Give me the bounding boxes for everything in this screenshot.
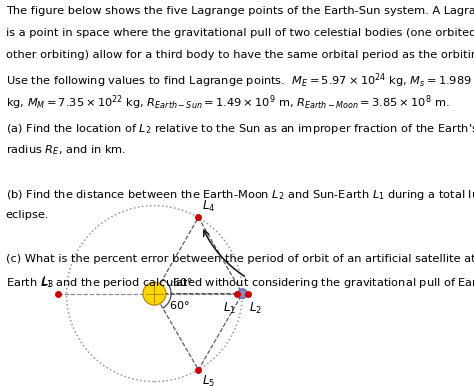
Text: (c) What is the percent error between the period of orbit of an artificial satel: (c) What is the percent error between th… (6, 254, 474, 264)
Text: (b) Find the distance between the Earth-Moon $L_2$ and Sun-Earth $L_1$ during a : (b) Find the distance between the Earth-… (6, 188, 474, 201)
Circle shape (143, 282, 166, 305)
Text: Earth $L_1$ and the period calculated without considering the gravitational pull: Earth $L_1$ and the period calculated wi… (6, 276, 474, 290)
Text: is a point in space where the gravitational pull of two celestial bodies (one or: is a point in space where the gravitatio… (6, 28, 474, 38)
Text: $L_2$: $L_2$ (249, 301, 262, 316)
Text: other orbiting) allow for a third body to have the same orbital period as the or: other orbiting) allow for a third body t… (6, 50, 474, 60)
Text: eclipse.: eclipse. (6, 210, 49, 220)
Text: radius $R_E$, and in km.: radius $R_E$, and in km. (6, 144, 126, 157)
Text: kg, $M_M = 7.35 \times 10^{22}$ kg, $R_{Earth-Sun} = 1.49 \times 10^9$ m, $R_{Ea: kg, $M_M = 7.35 \times 10^{22}$ kg, $R_{… (6, 94, 449, 112)
Text: $L_5$: $L_5$ (202, 374, 215, 386)
Text: The figure below shows the five Lagrange points of the Earth-Sun system. A Lagra: The figure below shows the five Lagrange… (6, 6, 474, 16)
Text: $L_4$: $L_4$ (202, 199, 215, 214)
Text: $L_3$: $L_3$ (41, 275, 54, 290)
Circle shape (237, 289, 247, 298)
Text: (a) Find the location of $L_2$ relative to the Sun as an improper fraction of th: (a) Find the location of $L_2$ relative … (6, 122, 474, 135)
Text: $60°$: $60°$ (169, 299, 190, 311)
Text: $L_1$: $L_1$ (223, 301, 236, 316)
Text: $60°$: $60°$ (172, 276, 192, 288)
Text: Use the following values to find Lagrange points.  $M_E = 5.97 \times 10^{24}$ k: Use the following values to find Lagrang… (6, 72, 474, 90)
